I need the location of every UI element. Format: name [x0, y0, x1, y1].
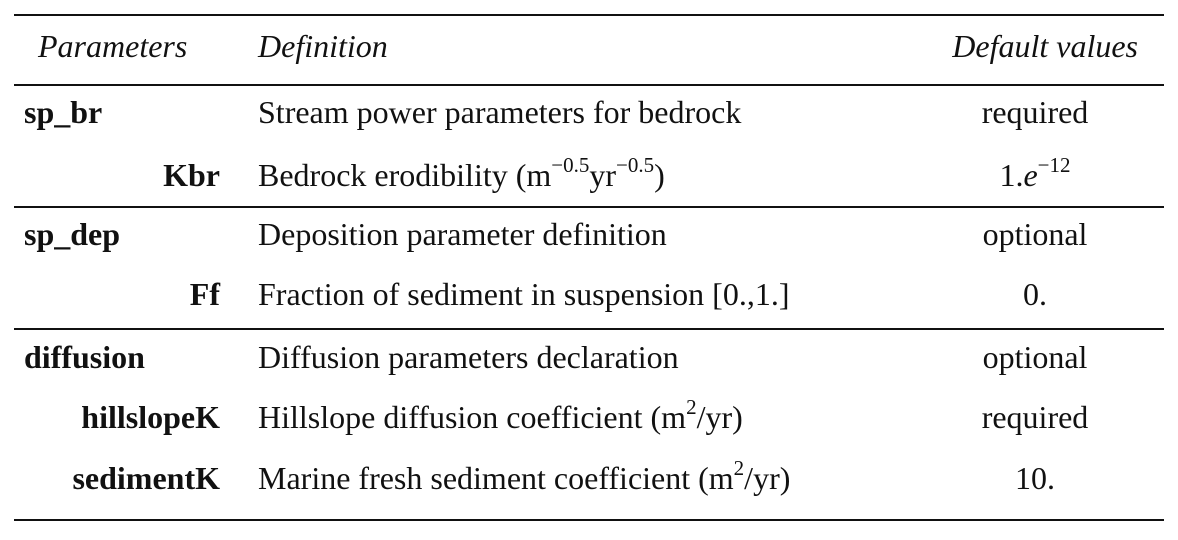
param-definition: Stream power parameters for bedrock [258, 94, 742, 130]
param-default: required [981, 399, 1089, 435]
exponent: 2 [733, 456, 745, 481]
exponent: −12 [1037, 153, 1071, 178]
bottom-rule [14, 519, 1164, 521]
param-default: 1.e−12 [999, 153, 1071, 193]
header-default-values: Default values [952, 28, 1138, 64]
param-name: sedimentK [72, 460, 220, 496]
param-name: sp_dep [24, 216, 121, 252]
group-rule [14, 206, 1164, 208]
param-default: optional [982, 339, 1088, 375]
param-name: sp_br [24, 94, 103, 130]
param-default: required [981, 94, 1089, 130]
header-definition: Definition [258, 28, 388, 64]
param-default: 0. [1023, 276, 1047, 312]
param-default: optional [982, 216, 1088, 252]
param-name: Kbr [163, 157, 220, 193]
param-definition: Diffusion parameters declaration [258, 339, 679, 375]
exponent: −0.5 [551, 153, 590, 178]
param-definition: Hillslope diffusion coefficient (m2/yr) [258, 395, 743, 435]
exponent: −0.5 [616, 153, 655, 178]
param-name: diffusion [24, 339, 145, 375]
param-name: hillslopeK [81, 399, 220, 435]
param-default: 10. [1015, 460, 1055, 496]
param-definition: Bedrock erodibility (m−0.5yr−0.5) [258, 153, 665, 193]
param-definition: Deposition parameter definition [258, 216, 667, 252]
header-parameters: Parameters [38, 28, 188, 64]
param-definition: Marine fresh sediment coefficient (m2/yr… [258, 456, 791, 496]
param-name: Ff [189, 276, 220, 312]
group-rule [14, 328, 1164, 330]
header-rule [14, 84, 1164, 86]
exponent: 2 [686, 395, 697, 420]
top-rule [14, 14, 1164, 16]
param-definition: Fraction of sediment in suspension [0.,1… [258, 276, 790, 312]
